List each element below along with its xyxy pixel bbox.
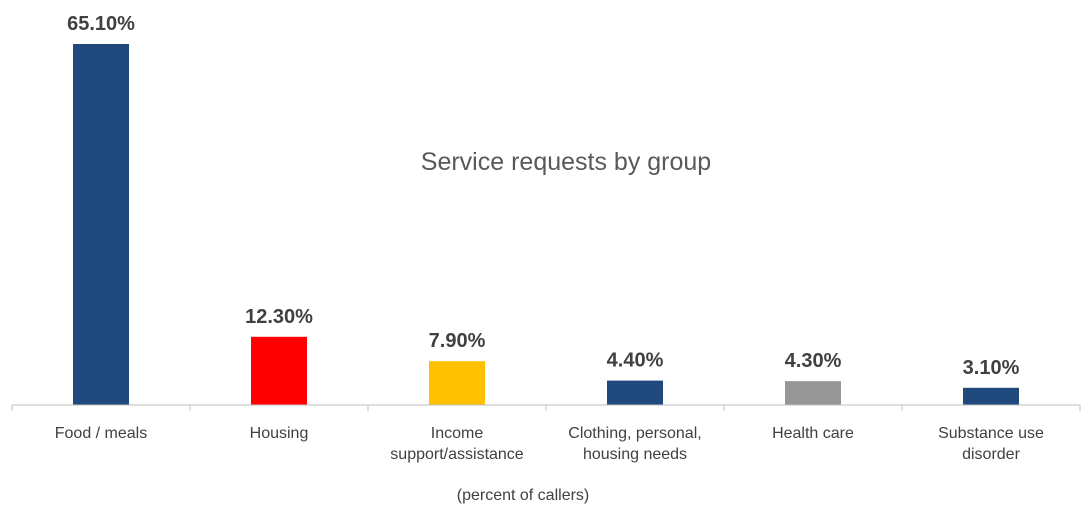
x-tick-label-line: disorder xyxy=(962,446,1020,463)
x-tick-label-line: Food / meals xyxy=(55,425,147,442)
bar xyxy=(73,44,129,405)
x-tick-label-line: Substance use xyxy=(938,425,1044,442)
x-tick-label-line: Housing xyxy=(250,425,309,442)
x-tick-label: Income support/assistance xyxy=(390,425,524,463)
bar-value-label: 3.10% xyxy=(963,357,1020,379)
tick-labels-group: Food / meals Housing Income support/assista… xyxy=(55,425,1044,463)
x-tick-label-line: Health care xyxy=(772,425,854,442)
x-axis xyxy=(11,404,1081,411)
bar-value-label: 65.10% xyxy=(67,13,135,35)
bar xyxy=(963,387,1019,405)
x-tick-label: Health care xyxy=(772,425,854,442)
x-tick-label-line: support/assistance xyxy=(390,446,524,463)
bar-value-label: 7.90% xyxy=(429,330,486,352)
x-tick-label: Food / meals xyxy=(55,425,147,442)
x-tick-label: Housing xyxy=(250,425,309,442)
x-axis-title: (percent of callers) xyxy=(457,487,590,504)
x-tick-label-line: Income xyxy=(431,425,484,442)
bar-value-label: 12.30% xyxy=(245,306,313,328)
chart-title: Service requests by group xyxy=(421,148,711,176)
bar xyxy=(785,381,841,405)
x-tick-label-line: housing needs xyxy=(583,446,687,463)
bars-group xyxy=(73,44,1019,405)
data-labels-group: 65.10% 12.30% 7.90% 4.40% 4.30% 3.10% xyxy=(67,13,1019,379)
bar xyxy=(251,336,307,405)
bar xyxy=(607,380,663,405)
bar-value-label: 4.30% xyxy=(785,350,842,372)
x-tick-label: Substance use disorder xyxy=(938,425,1044,463)
bar xyxy=(429,361,485,405)
x-tick-label: Clothing, personal, housing needs xyxy=(568,425,701,463)
x-tick-label-line: Clothing, personal, xyxy=(568,425,701,442)
bar-value-label: 4.40% xyxy=(607,350,664,372)
